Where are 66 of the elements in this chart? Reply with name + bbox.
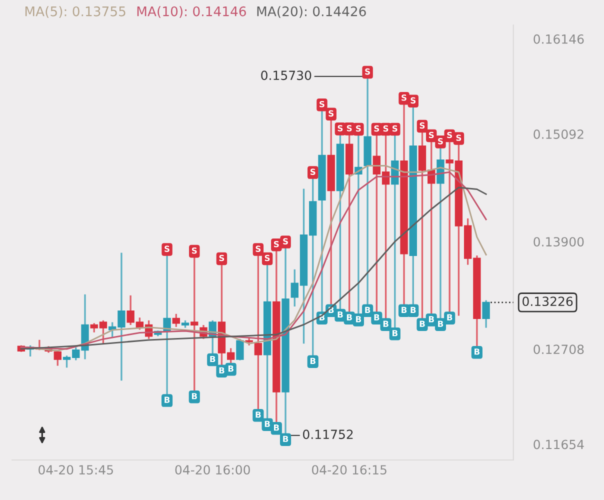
x-tick-label: 04-20 16:15 [312, 465, 386, 475]
annotation: B [392, 330, 398, 336]
annotation: S [328, 110, 334, 117]
annotation: B [274, 424, 279, 431]
annotation: B [228, 366, 234, 372]
annotation: 0.11752 [303, 430, 353, 440]
text: MA(20): 0.14426 [257, 6, 366, 18]
annotation: B [420, 320, 425, 327]
annotation: B [428, 316, 434, 322]
text: MA(5): 0.13755 [25, 6, 126, 18]
annotation: S [365, 68, 370, 75]
annotation: B [410, 306, 416, 313]
annotation: S [164, 246, 170, 252]
annotation: B [192, 393, 197, 400]
annotation: B [338, 311, 343, 318]
annotation: 0.15730 [261, 70, 312, 80]
y-tick-label: 0.16146 [534, 34, 584, 44]
annotation: S [356, 125, 361, 132]
annotation: B [219, 367, 224, 374]
annotation: B [474, 348, 480, 355]
annotation: S [392, 125, 398, 132]
annotation: S [428, 132, 434, 138]
annotation: S [338, 125, 343, 132]
y-tick-label: 0.12708 [534, 344, 584, 354]
annotation: S [256, 246, 261, 252]
x-tick-label: 04-20 16:00 [175, 465, 250, 475]
ref-line-label: 0.13226 [522, 296, 573, 306]
annotation: B [402, 306, 407, 313]
annotation: S [320, 100, 324, 108]
annotation: S [283, 238, 288, 244]
annotation: B [365, 306, 370, 313]
annotation: B [264, 420, 270, 427]
annotation: B [256, 412, 261, 418]
annotation: S [374, 125, 380, 132]
annotation: S [219, 254, 224, 262]
annotation: B [164, 396, 170, 403]
y-tick-label: 0.11654 [534, 440, 584, 450]
annotation: B [310, 358, 316, 364]
y-tick-label: 0.13900 [534, 237, 584, 247]
annotation: B [374, 314, 380, 320]
text: MA(10): 0.14146 [137, 6, 246, 18]
annotation: S [447, 132, 452, 138]
annotation: B [356, 316, 362, 322]
annotation: B [283, 436, 288, 442]
candlestick [236, 338, 244, 362]
annotation: S [264, 254, 270, 262]
annotation: S [192, 247, 197, 254]
candlestick [172, 313, 180, 328]
annotation: S [346, 125, 352, 132]
annotation: S [383, 125, 388, 132]
annotation: S [410, 97, 416, 104]
annotation: S [420, 122, 425, 129]
candlestick [482, 299, 490, 329]
annotation: B [383, 320, 388, 327]
annotation: S [438, 138, 443, 144]
annotation: B [210, 356, 216, 362]
x-tick-label: 04-20 15:45 [38, 465, 113, 475]
annotation: B [438, 320, 444, 327]
y-tick-label: 0.15092 [534, 129, 584, 139]
candlestick [54, 349, 62, 367]
annotation: S [310, 168, 316, 175]
annotation: S [402, 94, 406, 101]
annotation: B [346, 314, 352, 320]
annotation: S [456, 134, 462, 141]
annotation: S [274, 240, 279, 248]
annotation: B [447, 314, 452, 320]
